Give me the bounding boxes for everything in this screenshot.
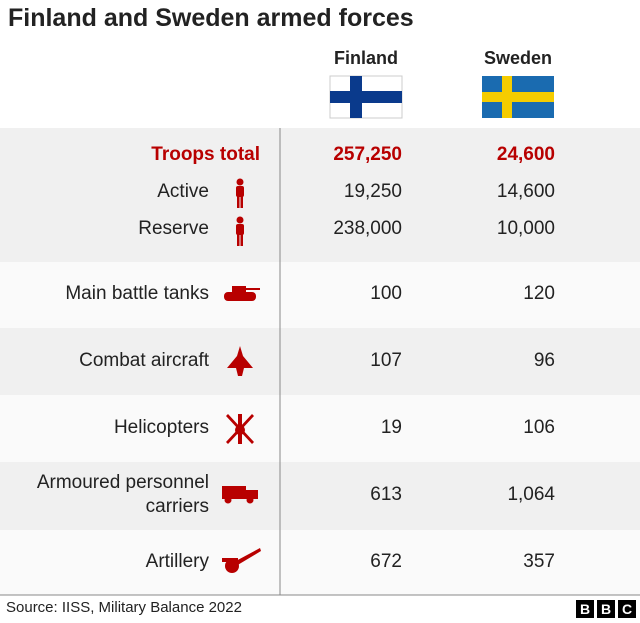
title: Finland and Sweden armed forces — [8, 4, 414, 32]
cell-value: 10,000 — [496, 218, 555, 239]
cell-value: 100 — [370, 283, 402, 304]
source: Source: IISS, Military Balance 2022 — [6, 599, 242, 616]
row-label: Troops total — [151, 144, 260, 165]
cell-value: 672 — [370, 551, 402, 572]
logo-block: B — [576, 600, 594, 618]
cell-value: 96 — [533, 350, 555, 371]
row-label: Armoured personnel carriers — [36, 472, 209, 517]
row-label: Combat aircraft — [79, 350, 209, 371]
cell-value: 257,250 — [333, 144, 402, 165]
row-band — [0, 462, 640, 530]
cell-value: 19 — [380, 417, 402, 438]
cell-value: 107 — [370, 350, 402, 371]
cell-value: 19,250 — [343, 181, 402, 202]
row-band — [0, 328, 640, 395]
row-band — [0, 128, 640, 262]
logo-block: B — [597, 600, 615, 618]
cell-value: 106 — [523, 417, 555, 438]
column-header: Finland — [334, 48, 398, 68]
cell-value: 1,064 — [507, 484, 555, 505]
cell-value: 357 — [523, 551, 555, 572]
row-band — [0, 395, 640, 462]
logo-block: C — [618, 600, 636, 618]
cell-value: 238,000 — [333, 218, 402, 239]
sweden-flag — [482, 76, 554, 118]
row-label: Reserve — [138, 218, 209, 239]
row-label: Main battle tanks — [65, 283, 209, 304]
icons — [222, 178, 261, 573]
row-label: Artillery — [145, 551, 209, 572]
cell-value: 613 — [370, 484, 402, 505]
row-label: Helicopters — [113, 417, 209, 438]
row-band — [0, 262, 640, 328]
row-band — [0, 530, 640, 595]
finland-flag — [329, 75, 403, 119]
cell-value: 14,600 — [496, 181, 555, 202]
column-header: Sweden — [483, 48, 553, 68]
cell-value: 24,600 — [496, 144, 555, 165]
row-label: Active — [157, 181, 209, 202]
cell-value: 120 — [523, 283, 555, 304]
